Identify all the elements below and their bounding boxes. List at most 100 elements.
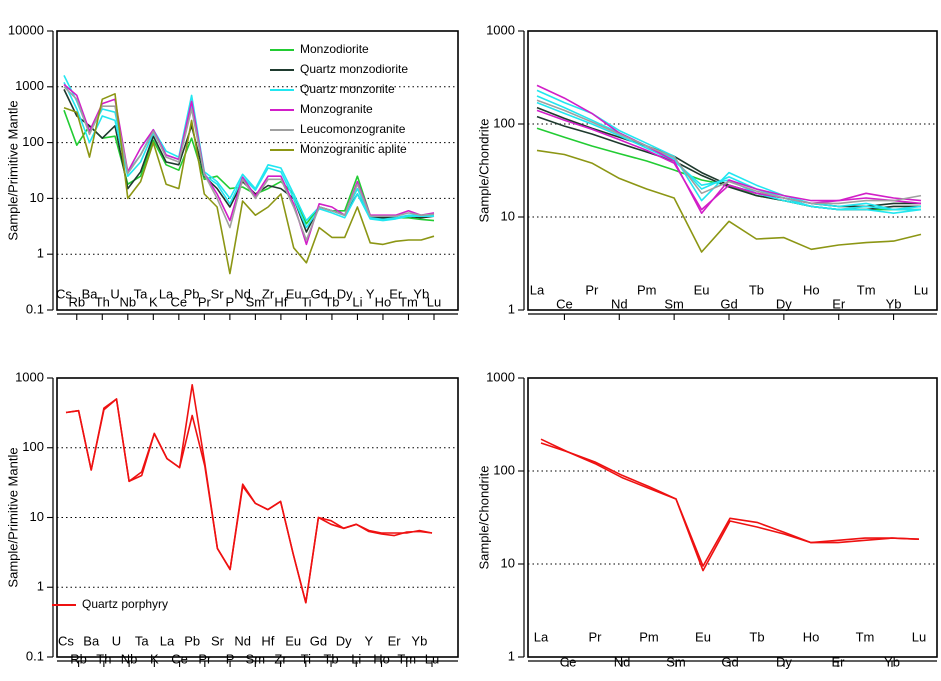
- x-tick-label-Ce: Ce: [171, 651, 188, 666]
- y-axis-title: Sample/Chondrite: [476, 118, 491, 222]
- x-tick-label-Ho: Ho: [803, 629, 820, 644]
- x-tick-label-Ho: Ho: [375, 294, 392, 309]
- x-tick-label-Er: Er: [832, 654, 846, 669]
- y-tick-label: 1: [508, 648, 515, 663]
- chart-panel-4: 1 10 100 1000 La Ce Pr Nd Pm Sm Eu Gd Tb Dy Ho Er Tm Yb Lu…: [476, 369, 938, 669]
- x-tick-label-Tm: Tm: [856, 629, 875, 644]
- x-tick-label-La: La: [534, 629, 549, 644]
- x-tick-label-Sm: Sm: [246, 651, 266, 666]
- x-tick-label-Eu: Eu: [285, 633, 301, 648]
- x-tick-label-Pr: Pr: [198, 294, 212, 309]
- x-tick-label-Pm: Pm: [639, 629, 659, 644]
- x-tick-label-Sm: Sm: [246, 294, 266, 309]
- y-axis-title: Sample/Primitive Mantle: [5, 100, 20, 240]
- legend-label: Leucomonzogranite: [300, 122, 406, 136]
- series-line-monzogranitic-aplite: [63, 93, 435, 275]
- y-axis-title: Sample/Chondrite: [476, 465, 491, 569]
- x-tick-label-Ce: Ce: [556, 296, 573, 311]
- series-line-quartz-monzonite: [63, 82, 434, 229]
- x-tick-label-Nb: Nb: [121, 651, 138, 666]
- x-tick-label-Lu: Lu: [914, 282, 928, 297]
- x-tick-label-Tm: Tm: [857, 282, 876, 297]
- series-line-quartz-porphyry: [65, 398, 433, 604]
- x-tick-label-Pb: Pb: [184, 633, 200, 648]
- plot-frame: [56, 377, 459, 658]
- x-tick-label-La: La: [160, 633, 175, 648]
- x-tick-label-U: U: [110, 286, 119, 301]
- x-tick-label-K: K: [149, 294, 158, 309]
- x-tick-label-Dy: Dy: [337, 286, 353, 301]
- x-tick-label-Cs: Cs: [56, 286, 72, 301]
- x-tick-label-La: La: [159, 286, 174, 301]
- x-tick-label-Cs: Cs: [58, 633, 74, 648]
- legend-label: Monzodiorite: [300, 42, 369, 56]
- x-tick-label-U: U: [112, 633, 121, 648]
- series-line-monzogranite: [536, 84, 922, 214]
- x-tick-label-Dy: Dy: [336, 633, 352, 648]
- y-tick-label: 1000: [486, 22, 515, 37]
- x-tick-label-P: P: [226, 651, 235, 666]
- x-tick-label-Tb: Tb: [323, 651, 338, 666]
- y-tick-label: 0.1: [26, 301, 44, 316]
- y-tick-label: 10: [501, 208, 515, 223]
- x-tick-label-Tb: Tb: [749, 282, 764, 297]
- x-tick-label-Eu: Eu: [286, 286, 302, 301]
- series-line-quartz-monzonite: [536, 95, 921, 211]
- x-tick-label-Tm: Tm: [397, 651, 416, 666]
- x-tick-label-Ta: Ta: [134, 286, 149, 301]
- x-tick-label-P: P: [226, 294, 235, 309]
- series-line-monzogranitic-aplite: [536, 149, 922, 253]
- x-tick-label-Ce: Ce: [560, 654, 577, 669]
- chart-panel-2: 1 10 100 1000 La Ce Pr Nd Pm Sm Eu Gd Tb Dy Ho Er Tm Yb Lu…: [476, 22, 938, 320]
- plot-frame: [527, 377, 938, 658]
- x-tick-label-Tb: Tb: [749, 629, 764, 644]
- x-tick-label-Dy: Dy: [776, 296, 792, 311]
- x-tick-label-Dy: Dy: [776, 654, 792, 669]
- x-tick-label-Yb: Yb: [884, 654, 900, 669]
- x-tick-label-Gd: Gd: [720, 296, 737, 311]
- x-tick-label-Th: Th: [96, 651, 111, 666]
- y-tick-label: 100: [493, 115, 515, 130]
- x-tick-label-Hf: Hf: [261, 633, 274, 648]
- x-tick-label-Y: Y: [365, 633, 374, 648]
- y-tick-label: 10: [30, 509, 44, 524]
- x-tick-label-Ba: Ba: [82, 286, 99, 301]
- plot-frame: [527, 30, 938, 311]
- x-tick-label-Sr: Sr: [211, 286, 225, 301]
- x-tick-label-Pm: Pm: [637, 282, 657, 297]
- x-tick-label-Y: Y: [366, 286, 375, 301]
- x-tick-label-Nd: Nd: [234, 633, 251, 648]
- x-tick-label-Ti: Ti: [301, 651, 311, 666]
- series-line-quartz-monzonite: [536, 89, 922, 211]
- x-tick-label-Hf: Hf: [274, 294, 287, 309]
- x-tick-label-Sm: Sm: [666, 654, 686, 669]
- x-tick-label-Er: Er: [832, 296, 846, 311]
- x-tick-label-Pb: Pb: [184, 286, 200, 301]
- x-tick-label-Rb: Rb: [68, 294, 85, 309]
- legend-label: Monzogranitic aplite: [300, 142, 407, 156]
- x-tick-label-Gd: Gd: [721, 654, 738, 669]
- x-tick-label-Eu: Eu: [694, 282, 710, 297]
- x-tick-label-Tm: Tm: [399, 294, 418, 309]
- y-tick-label: 100: [493, 462, 515, 477]
- x-tick-label-Eu: Eu: [695, 629, 711, 644]
- y-tick-label: 1: [37, 579, 44, 594]
- x-tick-label-La: La: [530, 282, 545, 297]
- x-tick-label-Nd: Nd: [234, 286, 251, 301]
- x-tick-label-Ta: Ta: [135, 633, 150, 648]
- y-tick-label: 1: [37, 246, 44, 261]
- x-tick-label-Th: Th: [95, 294, 110, 309]
- y-tick-label: 10000: [8, 22, 44, 37]
- series-line-leucomonzogranite: [63, 86, 435, 241]
- x-tick-label-Lu: Lu: [425, 651, 439, 666]
- x-tick-label-Nd: Nd: [611, 296, 628, 311]
- legend-label: Quartz monzodiorite: [300, 62, 408, 76]
- plot-frame: [56, 30, 459, 311]
- x-tick-label-Yb: Yb: [886, 296, 902, 311]
- x-tick-label-Ho: Ho: [373, 651, 390, 666]
- series-line-monzodiorite: [536, 127, 921, 211]
- x-tick-label-Zr: Zr: [274, 651, 287, 666]
- x-tick-label-Gd: Gd: [310, 633, 327, 648]
